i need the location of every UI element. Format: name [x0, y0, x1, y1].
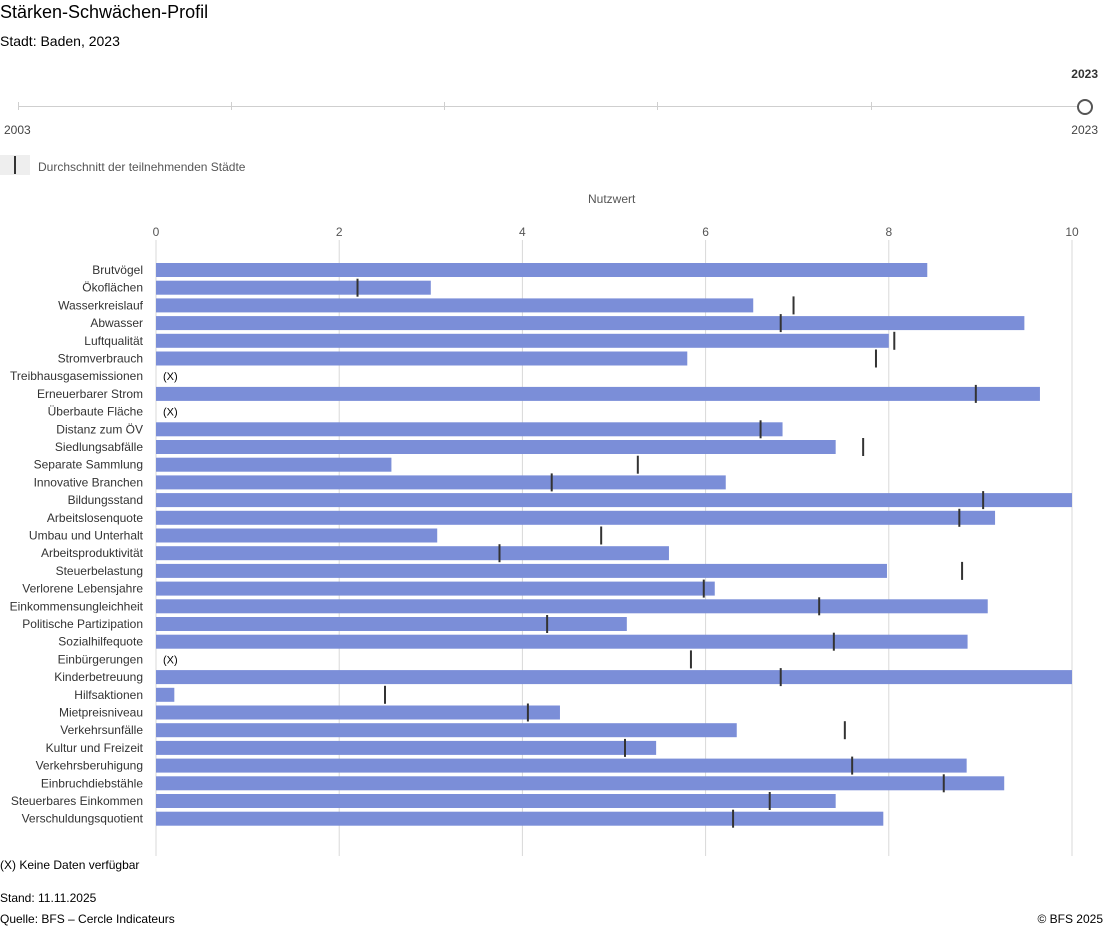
category-label: Stromverbrauch [58, 352, 143, 366]
copyright: © BFS 2025 [1037, 912, 1103, 926]
category-label: Luftqualität [84, 334, 143, 348]
category-label: Steuerbares Einkommen [11, 794, 143, 808]
data-bar[interactable] [156, 617, 627, 631]
year-slider-max-label: 2023 [1071, 123, 1098, 137]
data-bar[interactable] [156, 280, 431, 295]
data-bar[interactable] [156, 776, 1005, 791]
data-bar[interactable] [156, 687, 175, 702]
data-bar[interactable] [156, 581, 715, 596]
data-bar[interactable] [156, 475, 726, 490]
x-tick-label: 4 [519, 225, 526, 239]
category-label: Kultur und Freizeit [46, 741, 144, 755]
data-bar[interactable] [156, 263, 928, 277]
year-slider-tick [871, 102, 872, 110]
no-data-label: (X) [163, 407, 178, 419]
legend-average-label[interactable]: Durchschnitt der teilnehmenden Städte [38, 160, 246, 174]
data-bar[interactable] [156, 758, 967, 773]
category-label: Brutvögel [92, 263, 143, 277]
category-label: Arbeitsproduktivität [41, 546, 144, 560]
category-label: Abwasser [90, 316, 143, 330]
data-bar[interactable] [156, 316, 1025, 331]
category-label: Überbaute Fläche [48, 405, 144, 419]
category-label: Mietpreisniveau [59, 706, 143, 720]
category-label: Verkehrsberuhigung [36, 759, 143, 773]
strengths-weaknesses-chart: 0 2 4 6 8 10 Brutvögel Ökoflächen Wasserkreislau… [10, 225, 1079, 856]
no-data-label: (X) [163, 371, 178, 383]
selected-year-label: 2023 [1071, 67, 1098, 81]
category-label: Verschuldungsquotient [22, 812, 144, 826]
category-label: Innovative Branchen [34, 475, 143, 489]
data-date: Stand: 11.11.2025 [0, 891, 97, 905]
year-slider-handle[interactable] [1077, 99, 1093, 115]
data-bar[interactable] [156, 723, 737, 738]
data-bar[interactable] [156, 811, 884, 826]
x-tick-label: 6 [702, 225, 709, 239]
footnote-no-data: (X) Keine Daten verfügbar [0, 858, 140, 872]
category-label: Ökoflächen [82, 281, 143, 295]
chart-title: Stärken-Schwächen-Profil [0, 2, 209, 22]
year-slider-tick [444, 102, 445, 110]
year-slider-tick [231, 102, 232, 110]
category-label: Verkehrsunfälle [60, 723, 143, 737]
category-label: Einbürgerungen [58, 652, 143, 666]
data-bar[interactable] [156, 528, 438, 543]
data-bar[interactable] [156, 670, 1072, 685]
data-bar[interactable] [156, 563, 887, 578]
category-label: Bildungsstand [68, 493, 143, 507]
category-label: Verlorene Lebensjahre [22, 582, 143, 596]
data-bar[interactable] [156, 351, 688, 366]
year-slider-tick [18, 102, 19, 110]
category-label: Arbeitslosenquote [47, 511, 143, 525]
data-bar[interactable] [156, 386, 1040, 401]
category-label: Treibhausgasemissionen [10, 369, 143, 383]
chart-subtitle: Stadt: Baden, 2023 [0, 33, 120, 49]
data-bar[interactable] [156, 510, 996, 525]
x-axis-title: Nutzwert [588, 192, 636, 206]
data-bar[interactable] [156, 740, 657, 755]
data-bar[interactable] [156, 440, 836, 454]
category-label: Wasserkreislauf [58, 298, 144, 312]
category-label: Erneuerbarer Strom [37, 387, 143, 401]
data-bar[interactable] [156, 794, 836, 808]
data-bar[interactable] [156, 333, 889, 348]
x-tick-label: 8 [885, 225, 892, 239]
year-slider-min-label: 2003 [4, 123, 31, 137]
category-label: Kinderbetreuung [54, 670, 143, 684]
x-tick-label: 2 [336, 225, 343, 239]
category-label: Distanz zum ÖV [56, 422, 143, 436]
data-bar[interactable] [156, 599, 988, 614]
data-bar[interactable] [156, 422, 783, 437]
data-bar[interactable] [156, 634, 968, 649]
x-tick-label: 10 [1065, 225, 1079, 239]
data-bar[interactable] [156, 298, 754, 313]
data-bar[interactable] [156, 493, 1072, 508]
x-tick-label: 0 [153, 225, 160, 239]
category-label: Separate Sammlung [34, 458, 143, 472]
data-bar[interactable] [156, 546, 669, 561]
category-label: Sozialhilfequote [58, 635, 143, 649]
no-data-label: (X) [163, 654, 178, 666]
category-label: Hilfsaktionen [74, 688, 143, 702]
category-label: Politische Partizipation [22, 617, 143, 631]
category-label: Umbau und Unterhalt [29, 529, 144, 543]
category-label: Steuerbelastung [56, 564, 143, 578]
data-bar[interactable] [156, 705, 560, 720]
data-bar[interactable] [156, 457, 392, 472]
category-label: Siedlungsabfälle [55, 440, 143, 454]
legend-average-marker-icon [14, 156, 16, 174]
year-slider-track[interactable] [18, 106, 1084, 107]
data-source: Quelle: BFS – Cercle Indicateurs [0, 912, 175, 926]
category-label: Einbruchdiebstähle [41, 776, 143, 790]
category-label: Einkommensungleichheit [10, 599, 144, 613]
year-slider-tick [657, 102, 658, 110]
